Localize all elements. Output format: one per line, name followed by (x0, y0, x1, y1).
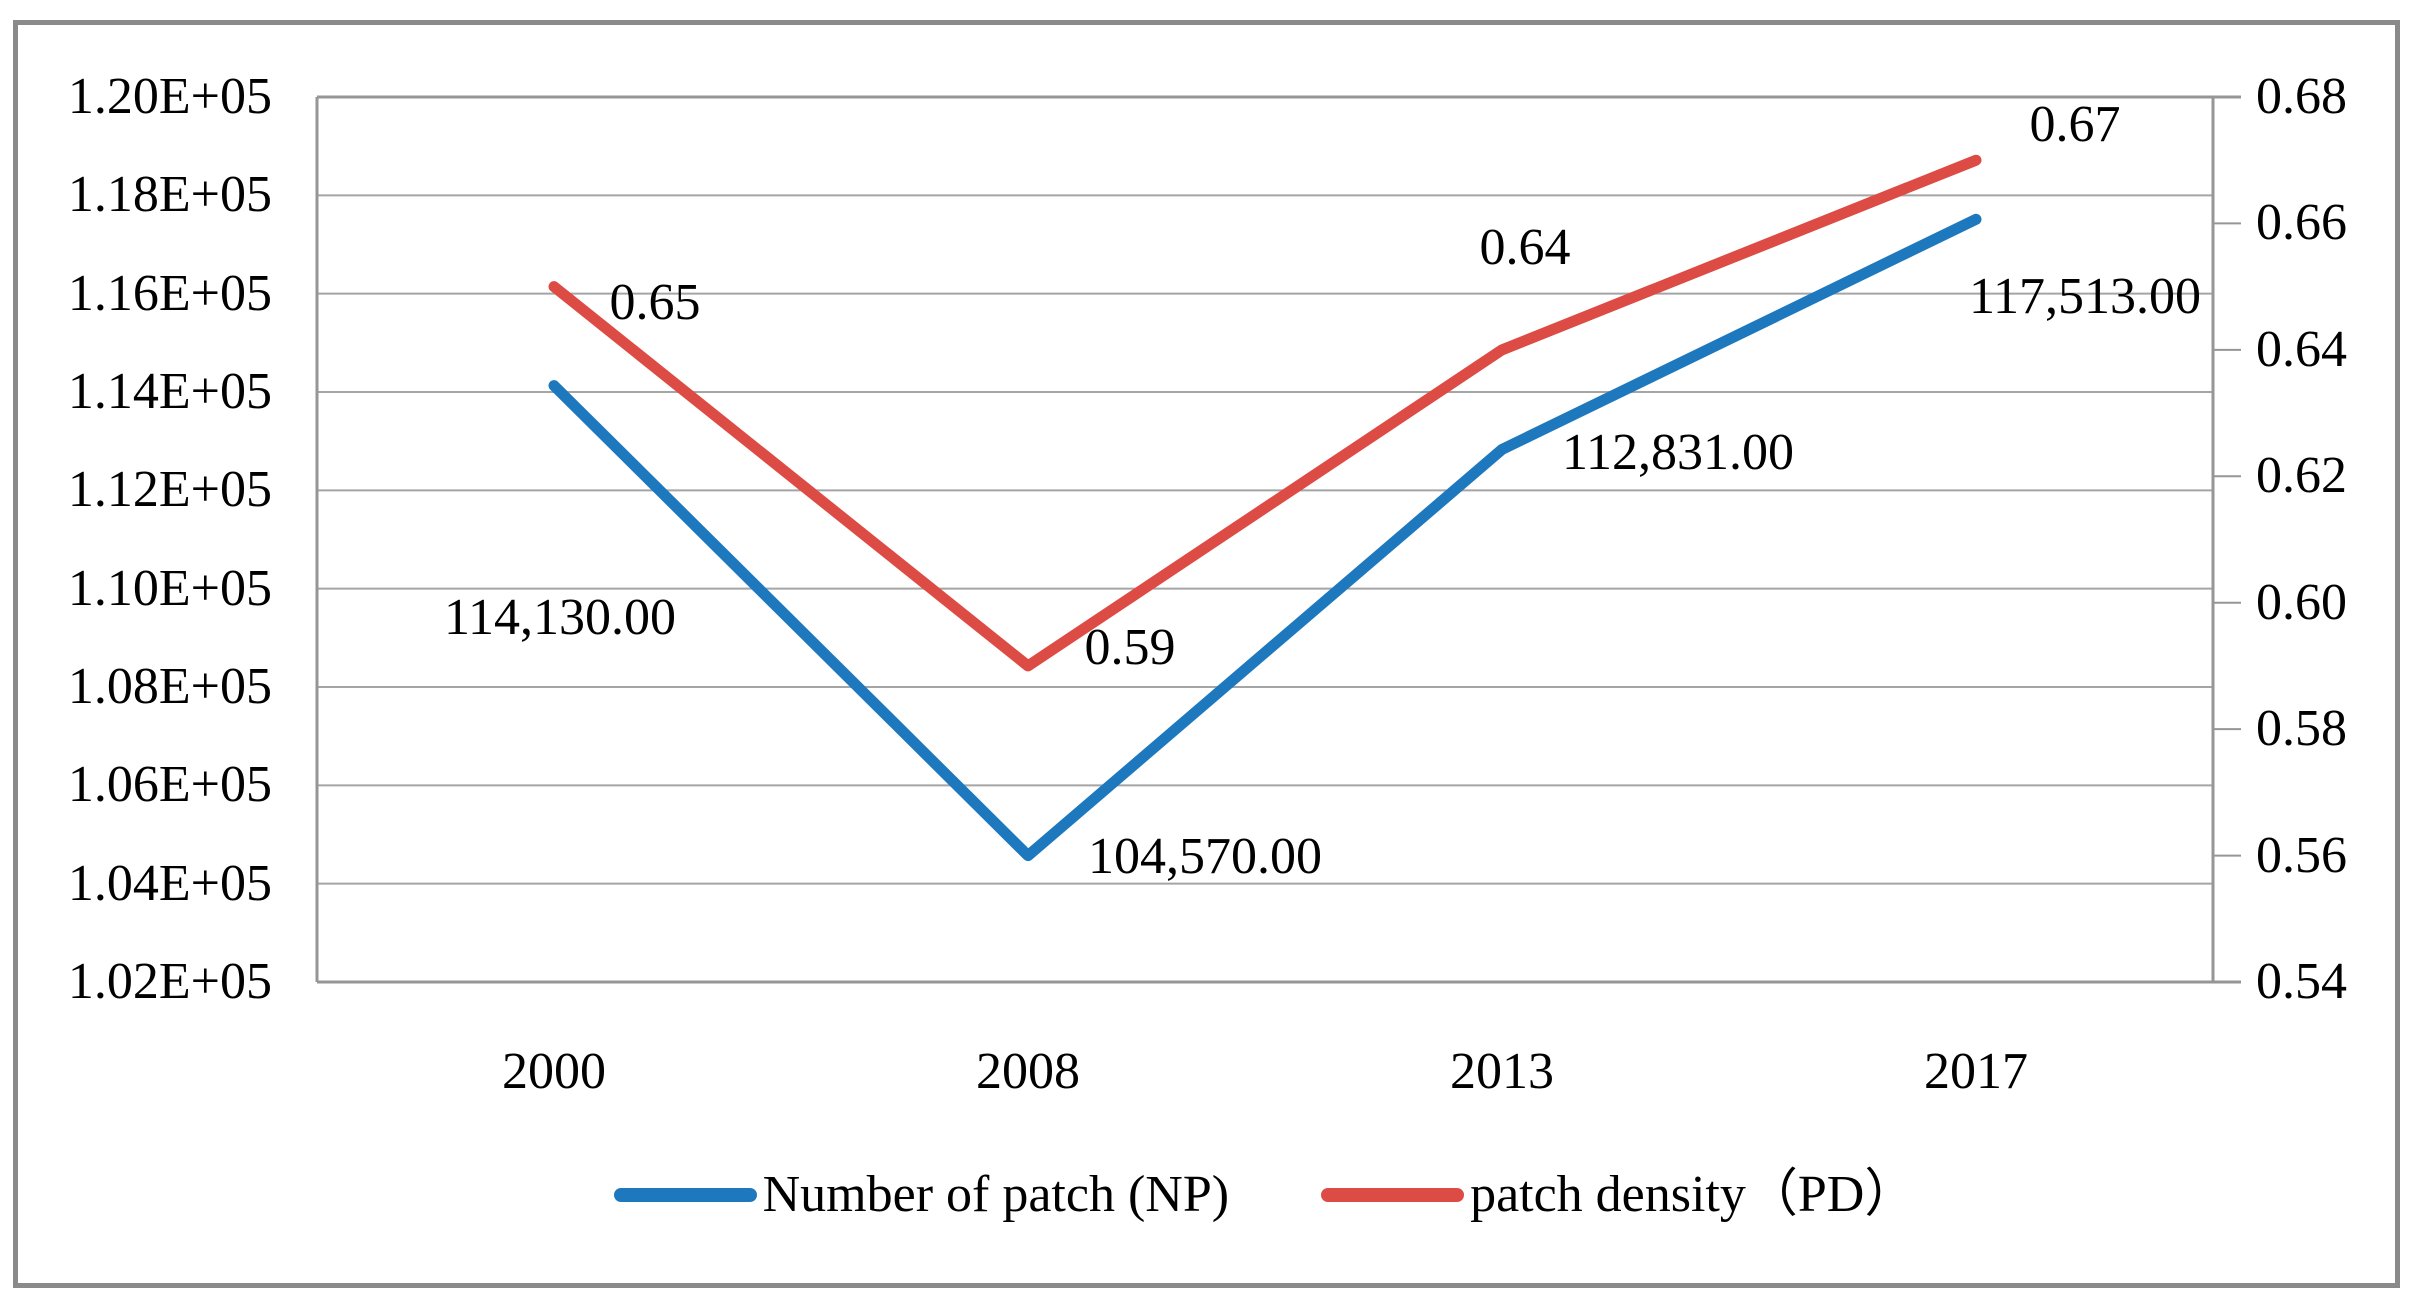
y-axis-tick-label: 1.14E+05 (67, 363, 272, 420)
np-data-label: 114,130.00 (443, 589, 677, 646)
np-data-label: 104,570.00 (1088, 828, 1322, 885)
y2-axis-tick-label: 0.68 (2256, 68, 2347, 125)
y2-axis-tick-label: 0.62 (2256, 447, 2347, 505)
y2-axis-tick-label: 0.54 (2256, 953, 2347, 1010)
x-axis-tick-label: 2000 (502, 1043, 606, 1100)
pd-data-label: 0.64 (1479, 219, 1571, 276)
pd-series-line (548, 154, 1982, 672)
pd-data-label: 0.65 (609, 274, 701, 331)
x-axis-tick-label: 2008 (976, 1043, 1080, 1100)
legend-label: patch density（PD） (1470, 1166, 1917, 1223)
np-series-line (548, 213, 1982, 862)
legend-swatch (1321, 1188, 1465, 1202)
pd-data-label: 0.59 (1084, 619, 1176, 676)
y-axis-tick-label: 1.02E+05 (67, 953, 272, 1010)
legend-swatch (613, 1188, 757, 1202)
pd-data-label: 0.67 (2029, 96, 2121, 153)
np-data-label: 112,831.00 (1561, 424, 1795, 481)
chart-border (13, 20, 2400, 1288)
y-axis-tick-label: 1.12E+05 (67, 461, 272, 519)
legend: Number of patch (NP) patch density（PD） (317, 1155, 2213, 1235)
y2-axis-tick-label: 0.56 (2256, 826, 2347, 884)
np-data-label: 117,513.00 (1968, 268, 2202, 325)
legend-item: Number of patch (NP) (613, 1166, 1230, 1223)
y-axis-tick-label: 1.08E+05 (67, 658, 272, 715)
y-axis-tick-label: 1.10E+05 (67, 559, 272, 617)
y2-axis-tick-label: 0.60 (2256, 573, 2347, 631)
y-axis-tick-label: 1.04E+05 (67, 854, 272, 912)
x-axis-tick-label: 2017 (1924, 1043, 2028, 1100)
legend-label: Number of patch (NP) (762, 1166, 1230, 1223)
y-axis-tick-label: 1.16E+05 (67, 264, 272, 322)
y2-axis-tick-label: 0.66 (2256, 194, 2347, 252)
y-axis-tick-label: 1.20E+05 (67, 68, 272, 125)
x-axis-tick-label: 2013 (1450, 1043, 1554, 1100)
legend-item: patch density（PD） (1321, 1167, 1916, 1223)
y-axis-tick-label: 1.06E+05 (67, 756, 272, 814)
y2-axis-tick-label: 0.58 (2256, 700, 2347, 758)
y-axis-tick-label: 1.18E+05 (67, 166, 272, 224)
y2-axis-tick-label: 0.64 (2256, 320, 2347, 378)
